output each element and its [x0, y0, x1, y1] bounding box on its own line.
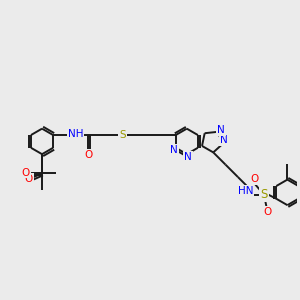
Text: NH: NH	[68, 129, 84, 139]
Text: O: O	[24, 174, 33, 184]
Text: N: N	[170, 145, 178, 155]
Text: O: O	[22, 168, 30, 178]
Text: N: N	[184, 152, 192, 162]
Text: S: S	[260, 188, 268, 201]
Text: O: O	[263, 206, 271, 217]
Text: O: O	[84, 150, 92, 160]
Text: O: O	[250, 174, 258, 184]
Text: HN: HN	[238, 186, 253, 196]
Text: N: N	[220, 135, 228, 145]
Text: N: N	[217, 125, 225, 135]
Text: S: S	[119, 130, 126, 140]
